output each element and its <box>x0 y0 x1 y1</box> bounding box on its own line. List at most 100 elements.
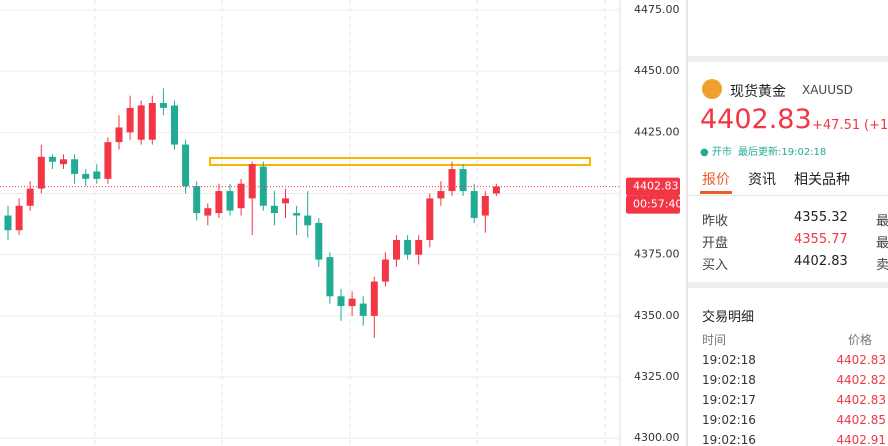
candle-body <box>137 105 145 140</box>
candle-body <box>337 296 345 307</box>
status-text: 开市 <box>711 147 732 158</box>
tab[interactable]: 相关品种 <box>794 172 850 188</box>
candle-body <box>26 188 34 206</box>
stat-label: 最 <box>876 236 888 251</box>
separator <box>688 282 888 288</box>
trade-price: 4402.82 <box>836 373 886 387</box>
candle-body <box>182 144 190 187</box>
divider <box>688 195 888 196</box>
candle-body <box>93 171 101 179</box>
candle-body <box>370 281 378 316</box>
quote-price: 4402.83 <box>700 104 812 135</box>
candle-body <box>248 164 256 199</box>
candle-body <box>481 195 489 216</box>
candle-body <box>426 198 434 241</box>
candle-body <box>48 156 56 162</box>
trade-price: 4402.91 <box>836 433 886 446</box>
candle-body <box>326 257 334 297</box>
candle-body <box>459 169 467 192</box>
price-tag-label: 4402.83 <box>633 180 679 193</box>
candle-body <box>226 191 234 211</box>
candle-body <box>259 166 267 206</box>
y-tick-label: 4325.00 <box>634 370 680 383</box>
candle-body <box>15 205 23 231</box>
candle-body <box>115 127 123 143</box>
candle-body <box>437 191 445 199</box>
trades-header: 价格 <box>848 333 873 347</box>
candle-body <box>215 191 223 214</box>
candle-body <box>270 205 278 214</box>
quote-change: +47.51 <box>812 118 861 133</box>
panel-header <box>688 0 888 57</box>
drawn-rectangle <box>209 157 591 166</box>
trade-price: 4402.83 <box>836 353 886 367</box>
stat-label: 开盘 <box>702 236 729 251</box>
trades-title: 交易明细 <box>702 310 755 325</box>
candle-body <box>82 173 90 179</box>
candle-body <box>237 183 245 209</box>
trade-price: 4402.85 <box>836 413 886 427</box>
candle-body <box>315 222 323 260</box>
stat-label: 买入 <box>702 258 729 273</box>
candle-body <box>393 240 400 260</box>
candle-body <box>37 156 45 189</box>
candle-body <box>470 191 478 218</box>
y-tick-label: 4450.00 <box>634 64 680 77</box>
candle-body <box>104 142 112 179</box>
grid <box>94 0 606 446</box>
trade-time: 19:02:18 <box>702 353 756 367</box>
candle-body <box>304 215 312 226</box>
stat-value: 4355.77 <box>794 232 848 247</box>
side-panel: 现货黄金 XAUUSD 4402.83 +47.51 (+1.0 ● 开市 最后… <box>686 0 888 446</box>
y-tick-label: 4425.00 <box>634 125 680 138</box>
candle-body <box>159 102 167 108</box>
candle-body <box>448 169 456 192</box>
last-update: 最后更新:19:02:18 <box>738 147 827 158</box>
trade-time: 19:02:16 <box>702 413 756 427</box>
candle-body <box>171 105 178 145</box>
gold-icon <box>702 79 722 99</box>
candle-body <box>126 107 134 133</box>
candle-body <box>492 186 500 194</box>
market-status: ● 开市 <box>700 147 732 158</box>
stat-label: 卖 <box>876 258 888 273</box>
candle-body <box>381 259 389 282</box>
candle-body <box>404 240 412 255</box>
tab-indicator <box>700 191 732 194</box>
trade-time: 19:02:18 <box>702 373 756 387</box>
candle-body <box>204 208 212 216</box>
tab[interactable]: 资讯 <box>748 172 776 188</box>
y-tick-label: 4475.00 <box>634 3 680 16</box>
separator <box>688 56 888 62</box>
y-tick-label: 4375.00 <box>634 248 680 261</box>
stat-value: 4402.83 <box>794 254 848 269</box>
countdown-label: 00:57:40 <box>633 198 682 211</box>
candle-body <box>193 186 201 214</box>
trade-price: 4402.83 <box>836 393 886 407</box>
countdown-tag <box>626 195 680 214</box>
stat-label: 最 <box>876 214 888 229</box>
y-tick-label: 4300.00 <box>634 431 680 444</box>
quote-change-pct: (+1.0 <box>864 118 888 133</box>
stat-value: 4355.32 <box>794 210 848 225</box>
candle-body <box>348 298 356 307</box>
candle-body <box>359 303 367 316</box>
price-tag <box>626 177 680 196</box>
candle-body <box>282 198 289 204</box>
chart: 4300.004325.004350.004375.004400.004425.… <box>0 0 682 446</box>
stat-label: 昨收 <box>702 214 729 229</box>
candle-body <box>293 213 301 216</box>
candle-body <box>415 240 423 255</box>
trade-time: 19:02:17 <box>702 393 756 407</box>
candle-body <box>71 159 79 174</box>
trade-time: 19:02:16 <box>702 433 756 446</box>
trades-header: 时间 <box>702 333 727 347</box>
candle-body <box>60 159 67 165</box>
candle-body <box>148 102 156 140</box>
tab[interactable]: 报价 <box>702 172 730 188</box>
quote-symbol: XAUUSD <box>802 83 853 97</box>
quote-name: 现货黄金 <box>730 84 786 100</box>
y-tick-label: 4350.00 <box>634 309 680 322</box>
candle-body <box>4 215 12 231</box>
